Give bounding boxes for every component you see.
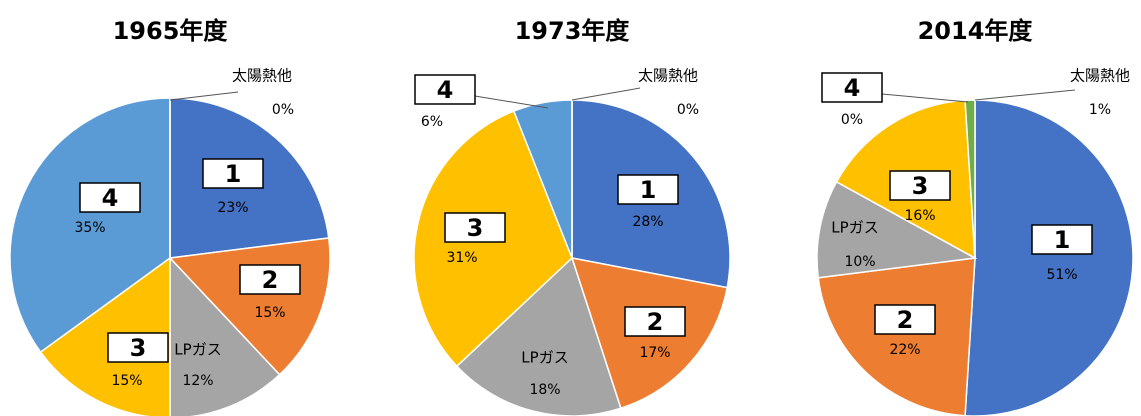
pie-slice (964, 99, 1134, 416)
label-box (414, 74, 476, 105)
value-label: 0% (272, 102, 294, 118)
pie-slice (964, 99, 976, 259)
pie-slice (9, 97, 171, 354)
value-label: 18% (529, 382, 560, 398)
value-label: 0% (677, 102, 699, 118)
label-box (1031, 224, 1093, 255)
label-box (79, 182, 141, 213)
slice-label: LPガス (521, 349, 568, 367)
slice-label: 1 (1054, 226, 1071, 254)
pie-slice (455, 256, 622, 416)
slice-label: 3 (130, 334, 147, 362)
value-label: 0% (841, 112, 863, 128)
slice-label: 1 (640, 176, 657, 204)
chart-title: 1973年度 (515, 17, 631, 45)
slice-label: LPガス (174, 341, 221, 359)
value-label: 15% (111, 373, 142, 389)
chart-title: 2014年度 (918, 17, 1034, 45)
slice-label: 太陽熱他 (1070, 67, 1130, 85)
value-label: 31% (446, 250, 477, 266)
value-label: 12% (182, 373, 213, 389)
label-box (107, 332, 169, 363)
leader-line (169, 91, 239, 101)
value-label: 23% (217, 200, 248, 216)
pie-slice (169, 256, 281, 416)
chart-title: 1965年度 (113, 17, 229, 45)
label-box (821, 72, 883, 103)
value-label: 1% (1089, 102, 1111, 118)
slice-label: 1 (225, 160, 242, 188)
value-label: 22% (889, 342, 920, 358)
slice-label: LPガス (831, 219, 878, 237)
label-box (239, 264, 301, 295)
label-box (202, 158, 264, 189)
slice-label: 太陽熱他 (232, 67, 292, 85)
value-label: 10% (844, 254, 875, 270)
leader-line (881, 93, 969, 103)
value-label: 15% (254, 305, 285, 321)
value-label: 51% (1046, 267, 1077, 283)
leader-line (474, 95, 549, 109)
slice-label: 2 (262, 266, 279, 294)
label-box (874, 304, 936, 335)
value-label: 6% (421, 114, 443, 130)
value-label: 28% (632, 214, 663, 230)
pie-slice (39, 256, 171, 416)
value-label: 17% (639, 345, 670, 361)
slice-label: 太陽熱他 (638, 67, 698, 85)
slice-label: 3 (467, 214, 484, 242)
slice-label: 4 (102, 184, 119, 212)
value-label: 16% (904, 208, 935, 224)
label-box (617, 174, 679, 205)
label-box (624, 306, 686, 337)
pie-slice (817, 257, 976, 416)
slice-label: 2 (647, 308, 664, 336)
slice-label: 2 (897, 306, 914, 334)
pie-slice (816, 180, 978, 279)
leader-line (974, 89, 1076, 101)
slice-label: 4 (844, 74, 861, 102)
value-label: 35% (74, 220, 105, 236)
label-box (889, 170, 951, 201)
label-box (444, 212, 506, 243)
leader-line (571, 87, 641, 101)
slice-label: 3 (912, 172, 929, 200)
slice-label: 4 (437, 76, 454, 104)
